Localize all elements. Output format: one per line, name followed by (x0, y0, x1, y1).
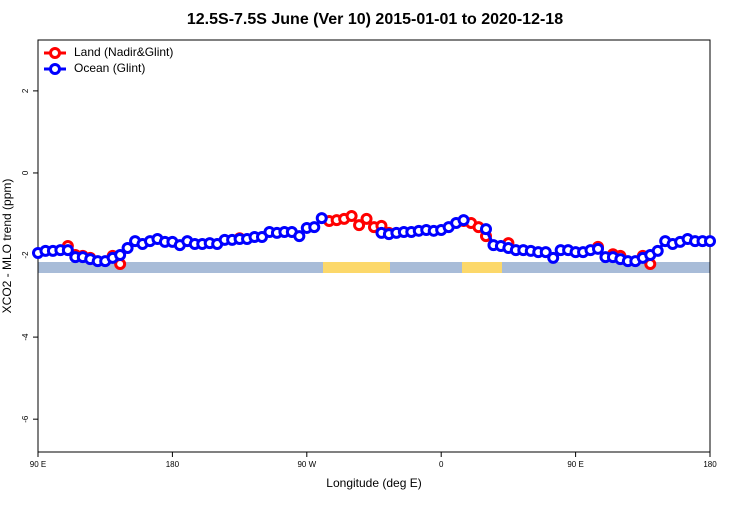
data-point (293, 230, 306, 243)
x-axis-label: Longitude (deg E) (326, 476, 421, 490)
land-band (323, 262, 390, 273)
data-point (61, 244, 74, 257)
data-point (592, 242, 604, 255)
legend-marker (49, 47, 61, 59)
data-point (345, 210, 358, 223)
legend-marker (49, 63, 61, 75)
data-point (360, 212, 373, 225)
y-tick-label: -6 (21, 415, 30, 423)
x-tick-label: 0 (439, 460, 444, 469)
data-point (457, 214, 470, 227)
legend-label: Ocean (Glint) (74, 61, 145, 75)
x-tick-label: 90 W (297, 460, 316, 469)
y-tick-label: 0 (21, 170, 30, 175)
y-tick-label: 2 (21, 88, 30, 93)
y-tick-label: -4 (21, 333, 30, 341)
legend-label: Land (Nadir&Glint) (74, 45, 173, 59)
y-axis-label: XCO2 - MLO trend (ppm) (0, 179, 14, 314)
data-point (547, 251, 560, 264)
x-tick-label: 90 E (30, 460, 46, 469)
data-point (121, 242, 134, 255)
data-point (308, 221, 321, 234)
data-point (704, 235, 716, 248)
data-point (651, 244, 664, 257)
x-tick-label: 90 E (567, 460, 583, 469)
data-point (480, 223, 492, 236)
x-tick-label: 180 (703, 460, 717, 469)
chart-title: 12.5S-7.5S June (Ver 10) 2015-01-01 to 2… (187, 11, 563, 28)
data-point (114, 249, 127, 262)
data-point (539, 246, 552, 259)
data-point (315, 212, 328, 225)
land-band (462, 262, 502, 273)
y-tick-label: -2 (21, 251, 30, 259)
data-point (353, 219, 366, 232)
x-tick-label: 180 (166, 460, 180, 469)
